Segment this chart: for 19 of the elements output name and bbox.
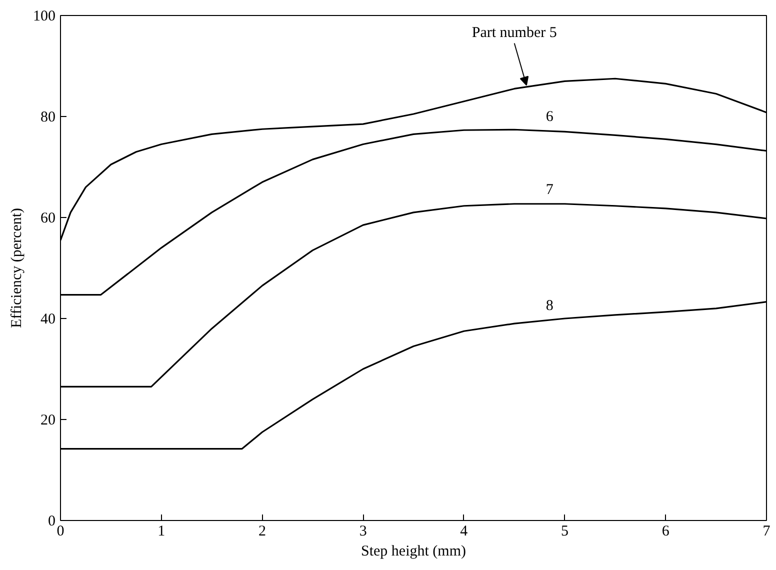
- x-tick-label: 3: [359, 524, 367, 540]
- x-tick-label: 4: [460, 524, 468, 540]
- x-tick-label: 2: [258, 524, 266, 540]
- x-axis-title: Step height (mm): [361, 544, 466, 560]
- x-tick-label: 1: [158, 524, 166, 540]
- x-tick-label: 6: [662, 524, 670, 540]
- text: Part number 5: [472, 24, 557, 41]
- x-tick-label: 5: [561, 524, 569, 540]
- y-axis-title: Efficiency (percent): [9, 208, 25, 328]
- y-tick-label: 20: [40, 412, 56, 428]
- y-tick-label: 60: [40, 210, 56, 226]
- series-label: 8: [546, 298, 554, 314]
- y-tick-label: 100: [33, 8, 56, 24]
- y-tick-label: 0: [48, 514, 56, 530]
- x-tick-label: 7: [762, 524, 771, 540]
- y-tick-label: 80: [40, 110, 56, 126]
- y-tick-label: 40: [40, 312, 56, 328]
- series-label: 7: [546, 182, 554, 198]
- series-label: 6: [546, 108, 554, 125]
